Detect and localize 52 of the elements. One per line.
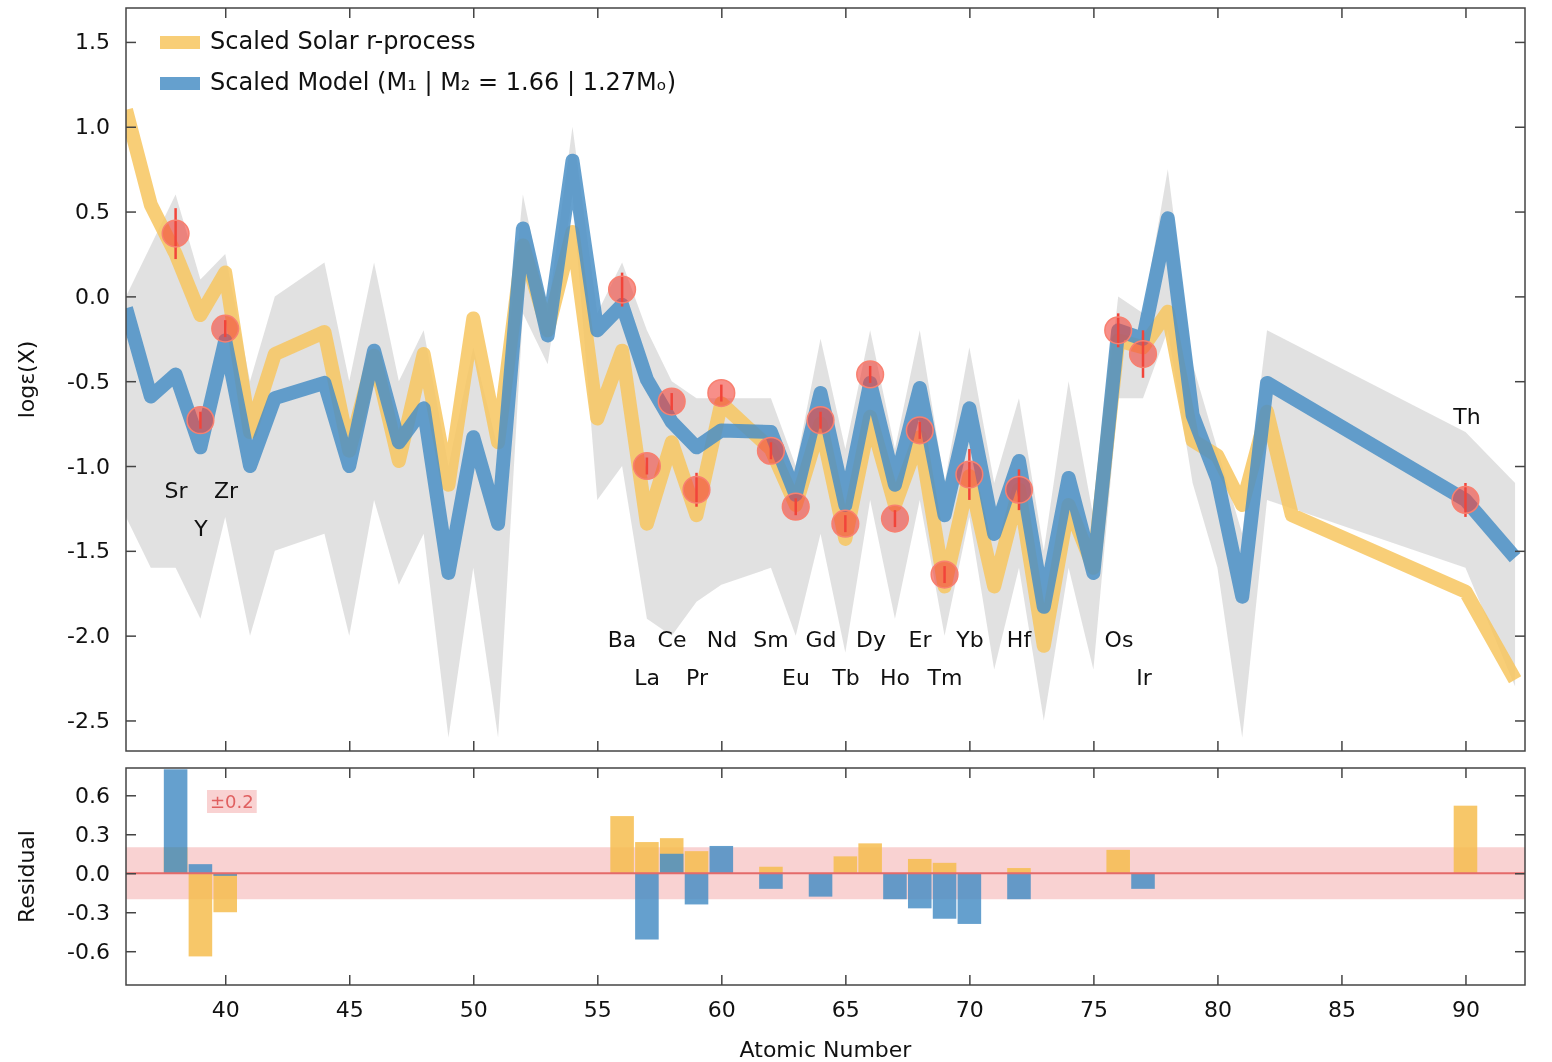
y-tick-label: -0.3 <box>67 899 110 925</box>
y-tick-label: 0.0 <box>75 283 110 309</box>
legend-label: Scaled Solar r-process <box>210 27 476 55</box>
x-tick-label: 60 <box>707 996 736 1022</box>
annotation: Gd <box>805 627 837 652</box>
annotation: Ir <box>1136 665 1153 690</box>
annotation: Ce <box>657 627 687 652</box>
x-tick-label: 85 <box>1327 996 1356 1022</box>
annotation: Sm <box>753 627 789 652</box>
x-tick-label: 80 <box>1203 996 1232 1022</box>
y-tick-label: 0.5 <box>75 199 110 225</box>
y-axis-title: logε(X) <box>14 340 39 419</box>
x-tick-label: 70 <box>955 996 984 1022</box>
x-tick-label: 90 <box>1451 996 1480 1022</box>
annotation: Tb <box>831 665 860 690</box>
y-tick-label: 1.0 <box>75 114 110 140</box>
annotation: Os <box>1104 627 1134 652</box>
y-tick-label: 1.5 <box>75 29 110 55</box>
y-tick-label: -0.6 <box>67 938 110 964</box>
annotation: Dy <box>856 627 886 652</box>
x-axis-title: Atomic Number <box>739 1037 913 1062</box>
annotation: Eu <box>782 665 810 690</box>
annotation: Zr <box>213 478 240 503</box>
annotation: Th <box>1452 404 1481 429</box>
y-tick-label: 0.0 <box>75 860 110 886</box>
x-tick-label: 55 <box>583 996 612 1022</box>
x-tick-label: 65 <box>831 996 860 1022</box>
annotation: Hf <box>1006 627 1033 652</box>
legend-label: Scaled Model (M₁ | M₂ = 1.66 | 1.27Mₒ) <box>210 68 677 96</box>
y-tick-label: -1.5 <box>67 538 110 564</box>
y-axis-title: Residual <box>14 830 39 923</box>
annotation: Pr <box>686 665 709 690</box>
annotation: Yb <box>955 627 984 652</box>
x-tick-label: 40 <box>211 996 240 1022</box>
y-tick-label: -2.5 <box>67 708 110 734</box>
x-tick-label: 50 <box>459 996 488 1022</box>
x-tick-label: 75 <box>1079 996 1108 1022</box>
annotation: Sr <box>164 478 189 503</box>
band-label: ±0.2 <box>210 791 254 812</box>
y-tick-label: -1.0 <box>67 453 110 479</box>
annotation: Y <box>193 516 209 541</box>
annotation: Ho <box>879 665 911 690</box>
annotation: Nd <box>706 627 738 652</box>
annotation: Ba <box>607 627 637 652</box>
annotation: Tm <box>926 665 963 690</box>
y-tick-label: -2.0 <box>67 623 110 649</box>
y-tick-label: -0.5 <box>67 368 110 394</box>
x-tick-label: 45 <box>335 996 364 1022</box>
annotation: La <box>634 665 660 690</box>
y-tick-label: 0.6 <box>75 782 110 808</box>
annotation: Er <box>908 627 933 652</box>
y-tick-label: 0.3 <box>75 821 110 847</box>
